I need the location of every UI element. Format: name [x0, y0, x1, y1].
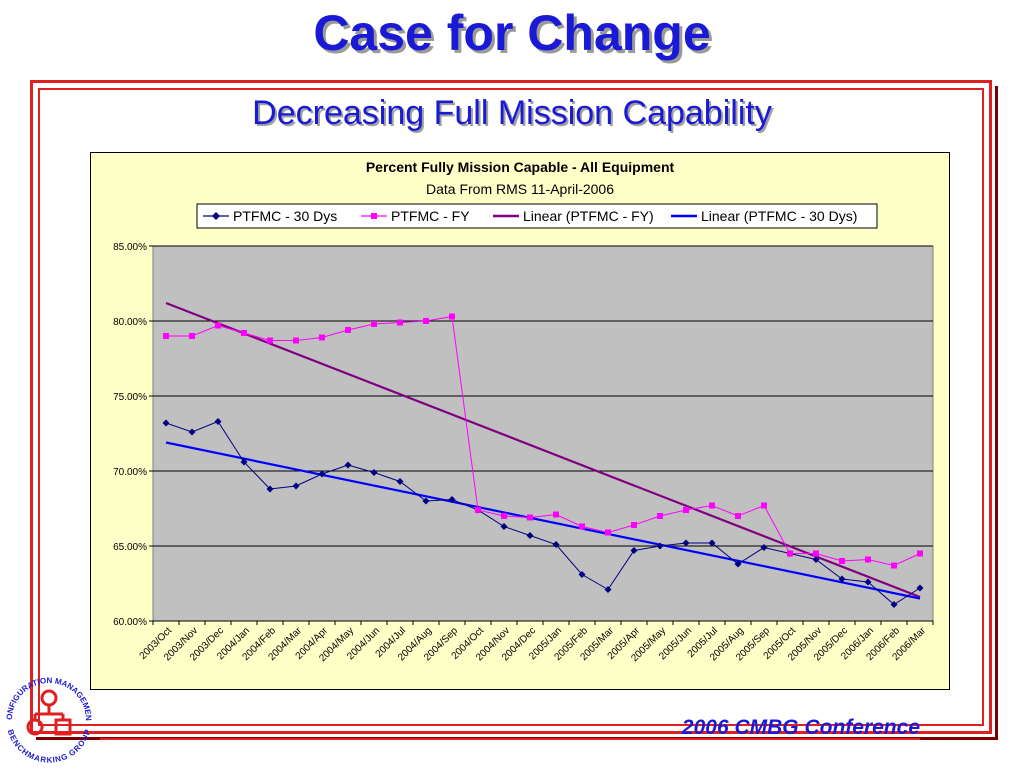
point-fy [163, 333, 169, 339]
point-fy [735, 513, 741, 519]
point-30dys [500, 523, 508, 530]
point-30dys [448, 496, 456, 503]
y-tick-label: 85.00% [113, 242, 147, 253]
point-30dys [630, 547, 638, 554]
point-30dys [656, 542, 664, 550]
point-fy [917, 550, 923, 557]
point-30dys [916, 584, 924, 592]
chart-svg: Percent Fully Mission Capable - All Equi… [113, 159, 934, 664]
point-30dys [838, 575, 846, 583]
point-fy [787, 550, 793, 557]
point-fy [553, 511, 559, 518]
plot-area [152, 245, 934, 622]
legend-marker-square [371, 213, 377, 219]
point-fy [891, 562, 897, 569]
point-30dys [578, 571, 586, 578]
series-line-fy [166, 315, 921, 567]
chart-subtitle: Data From RMS 11-April-2006 [426, 181, 614, 197]
y-tick-label: 80.00% [113, 317, 147, 328]
point-30dys [734, 560, 742, 568]
slide-subtitle: Decreasing Full Mission Capability [252, 94, 772, 132]
point-fy [631, 522, 637, 528]
chart-container: Percent Fully Mission Capable - All Equi… [90, 152, 950, 690]
footer-divider [100, 738, 920, 740]
point-fy [241, 330, 247, 336]
footer-text: 2006 CMBG Conference [681, 716, 920, 739]
point-30dys [526, 532, 534, 539]
slide-frame-outer [30, 80, 992, 734]
legend-label-4: Linear (PTFMC - 30 Dys) [701, 208, 857, 224]
series-line-30dys [165, 420, 921, 606]
point-fy [683, 507, 689, 513]
point-30dys [370, 469, 378, 476]
point-fy [371, 321, 377, 327]
legend-marker-diamond [212, 212, 220, 220]
point-30dys [708, 539, 716, 547]
legend-label-2: PTFMC - FY [391, 208, 470, 224]
svg-text:BENCHMARKING GROUP: BENCHMARKING GROUP [6, 728, 93, 765]
point-30dys [760, 544, 768, 551]
point-fy [865, 556, 871, 563]
point-30dys [162, 419, 170, 427]
point-fy [527, 514, 533, 521]
point-fy [501, 513, 507, 519]
cmbg-logo: CONFIGURATION MANAGEMENT BENCHMARKING GR… [0, 668, 93, 765]
point-30dys [318, 470, 326, 478]
legend-label-3: Linear (PTFMC - FY) [523, 208, 654, 224]
point-fy [345, 327, 351, 333]
point-30dys [422, 497, 430, 505]
point-fy [709, 502, 715, 509]
point-fy [579, 523, 585, 530]
point-fy [449, 313, 455, 320]
point-30dys [864, 578, 872, 586]
point-fy [813, 550, 819, 557]
point-fy [475, 507, 481, 513]
point-30dys [552, 541, 560, 548]
trendline-30dys [165, 441, 921, 600]
point-fy [423, 318, 429, 324]
point-30dys [604, 586, 612, 593]
point-30dys [890, 601, 898, 608]
point-fy [189, 333, 195, 339]
point-30dys [292, 482, 300, 490]
chart-title: Percent Fully Mission Capable - All Equi… [366, 159, 675, 175]
legend-label-1: PTFMC - 30 Dys [233, 208, 337, 224]
point-fy [761, 502, 767, 509]
point-fy [293, 337, 299, 344]
point-fy [839, 558, 845, 564]
point-30dys [344, 461, 352, 469]
slide-title: Case for Change [313, 5, 711, 61]
point-fy [657, 513, 663, 519]
point-fy [215, 322, 221, 329]
point-fy [397, 319, 403, 326]
slide-frame-inner [38, 88, 984, 726]
y-tick-label: 75.00% [113, 392, 147, 403]
trendline-fy [165, 301, 921, 599]
point-30dys [240, 458, 248, 466]
point-30dys [396, 478, 404, 485]
point-30dys [188, 428, 196, 436]
point-30dys [812, 556, 820, 563]
y-tick-label: 65.00% [113, 542, 147, 553]
point-fy [605, 529, 611, 536]
point-30dys [266, 485, 274, 493]
point-fy [267, 337, 273, 344]
y-tick-label: 70.00% [113, 467, 147, 478]
point-30dys [682, 539, 690, 547]
point-30dys [214, 418, 222, 425]
y-tick-label: 60.00% [113, 617, 147, 628]
legend-box [196, 203, 878, 229]
point-fy [319, 334, 325, 341]
